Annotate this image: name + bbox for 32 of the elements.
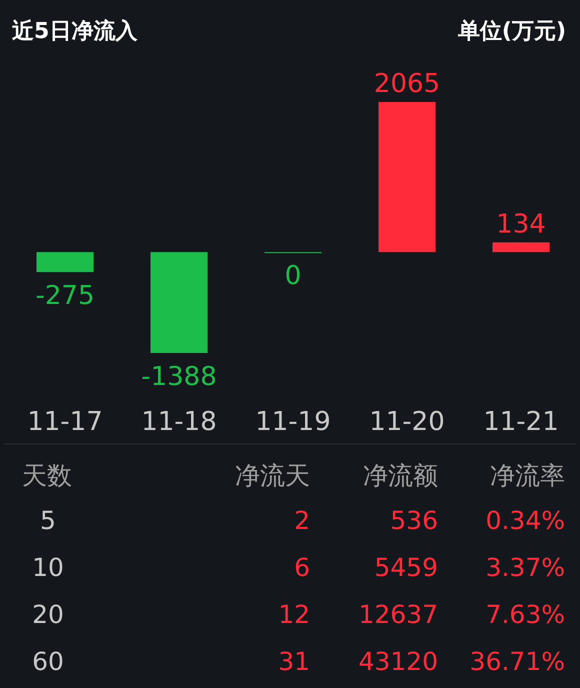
category-label: 净流率 [490, 461, 565, 490]
text: 10 [32, 553, 64, 582]
data-label: -1388 [141, 362, 217, 392]
chart-title: 近5日净流入 [11, 18, 138, 44]
text: 12 [278, 600, 310, 629]
category-label: 净流额 [363, 461, 438, 490]
text: 3.37% [486, 553, 565, 582]
category-label: 天数 [22, 461, 72, 490]
text: 6 [294, 553, 310, 582]
data-label: -275 [35, 281, 95, 312]
x-tick-label: 11-19 [255, 407, 331, 437]
data-label: 134 [496, 209, 546, 240]
x-tick-label: 11-18 [141, 407, 217, 437]
text: 60 [32, 647, 64, 676]
text: 5459 [374, 553, 438, 582]
text: 7.63% [486, 600, 565, 629]
text: 36.71% [470, 647, 565, 676]
text: 43120 [358, 647, 438, 676]
x-tick-label: 11-21 [483, 407, 559, 437]
x-tick-label: 11-20 [369, 407, 445, 437]
text: 536 [390, 506, 438, 535]
x-tick-label: 11-17 [27, 407, 103, 437]
data-label: 2065 [374, 69, 440, 99]
chart-subtitle: 单位(万元) [456, 19, 566, 44]
data-label: 0 [284, 261, 302, 292]
text: 5 [40, 506, 56, 535]
text: 20 [32, 600, 64, 629]
text: 31 [278, 647, 310, 676]
text: 2 [294, 506, 310, 535]
text: 12637 [358, 600, 438, 629]
category-label: 净流天 [235, 461, 310, 490]
text: 0.34% [486, 506, 565, 535]
